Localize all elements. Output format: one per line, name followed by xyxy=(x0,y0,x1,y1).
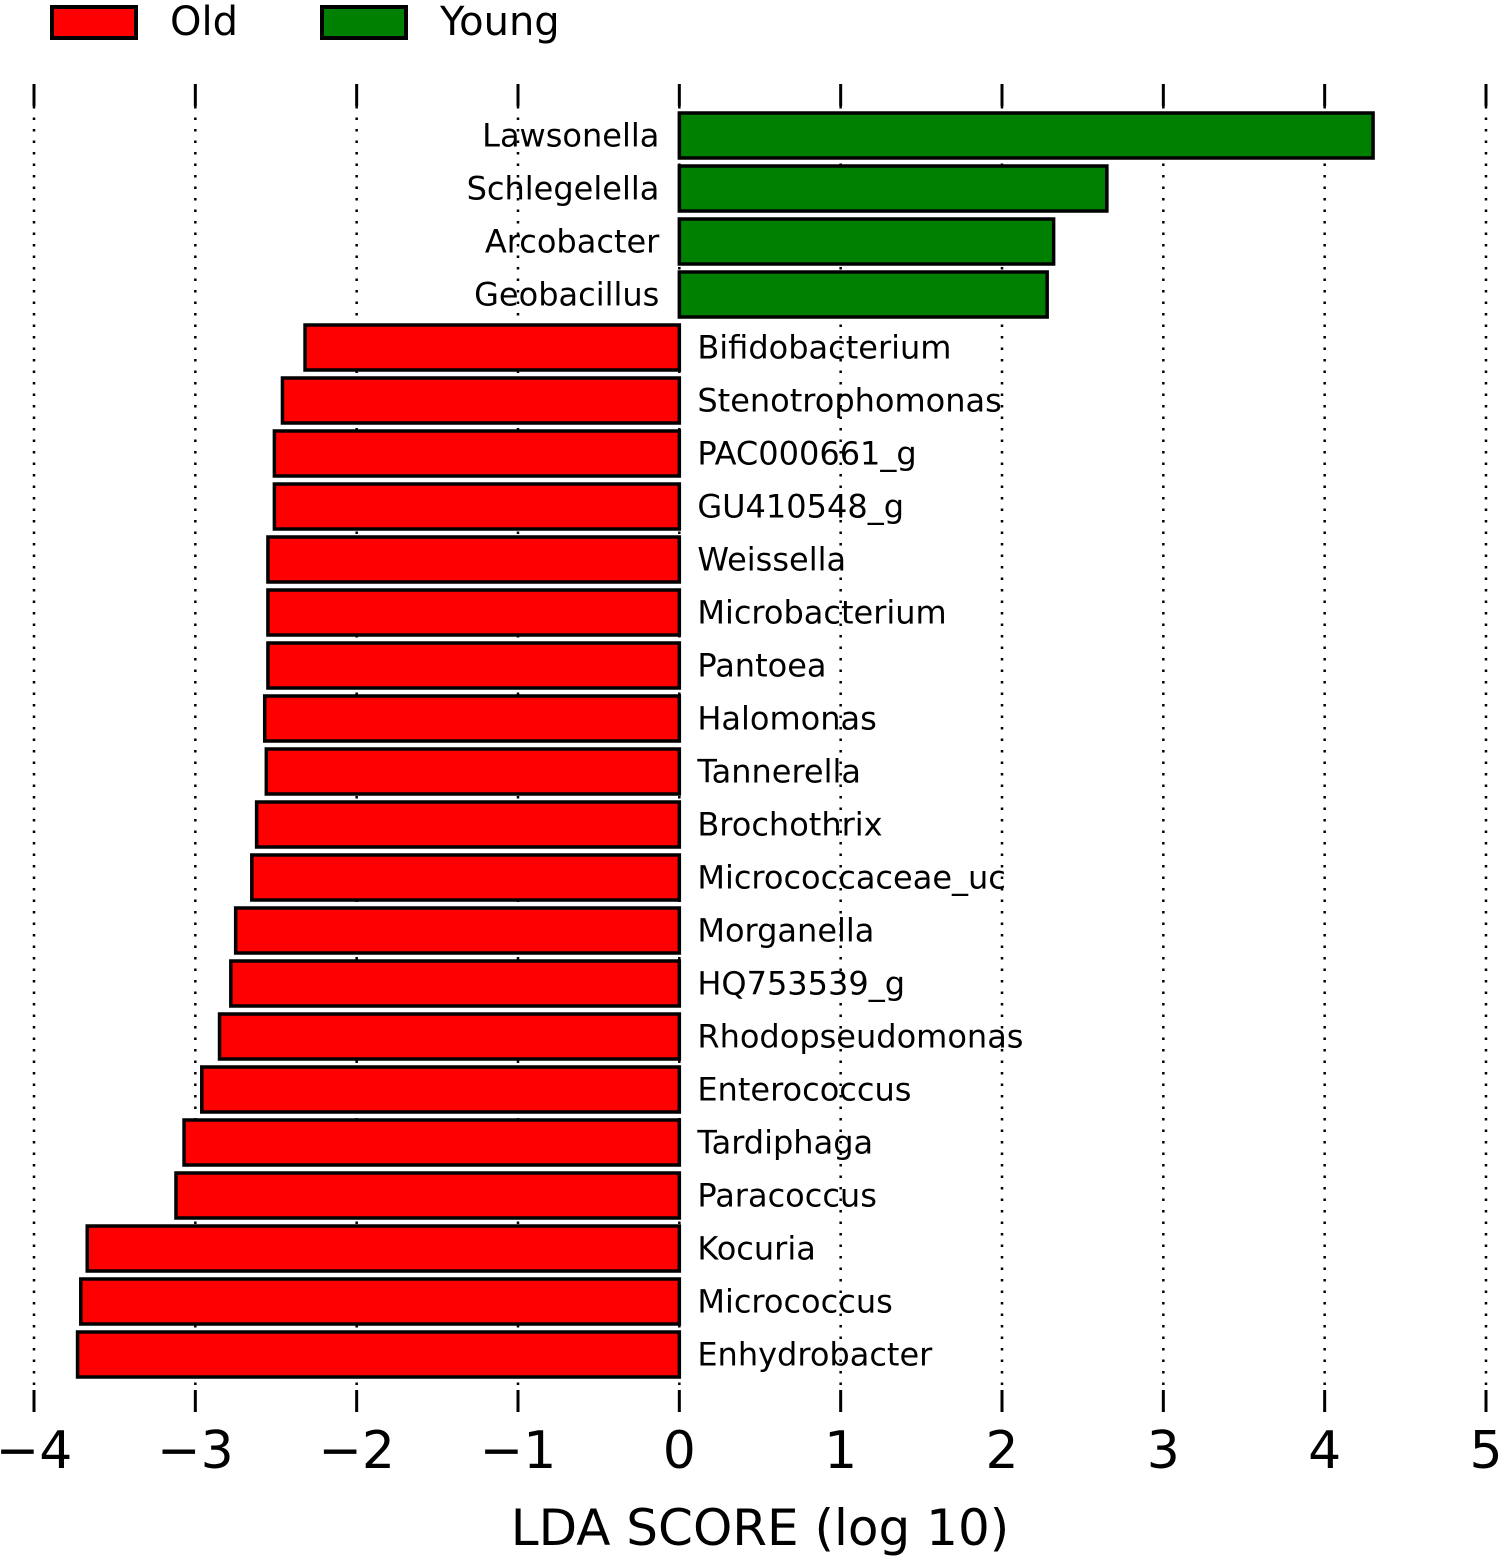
bar-label-geobacillus: Geobacillus xyxy=(474,276,659,314)
bar-weissella xyxy=(266,535,682,584)
bar-label-pantoea: Pantoea xyxy=(697,647,826,685)
x-tick-label: −2 xyxy=(318,1421,395,1481)
bar-geobacillus xyxy=(677,270,1049,319)
legend-swatch-old xyxy=(50,4,138,40)
bars-layer xyxy=(75,111,1375,1379)
x-tick-label: 3 xyxy=(1147,1421,1180,1481)
bar-label-brochothrix: Brochothrix xyxy=(697,806,882,844)
legend: Old Young xyxy=(50,2,560,42)
bar-micrococcus xyxy=(79,1277,682,1326)
bar-label-micrococcus: Micrococcus xyxy=(697,1283,892,1321)
legend-item-old: Old xyxy=(50,2,238,42)
bar-label-tannerella: Tannerella xyxy=(696,753,861,791)
labels-layer: Lawsonella Schlegelella Arcobacter Geobacil… xyxy=(467,117,1024,1374)
bar-label-tardiphaga: Tardiphaga xyxy=(696,1124,873,1162)
bar-label-enhydrobacter: Enhydrobacter xyxy=(697,1336,933,1374)
bar-tardiphaga xyxy=(182,1118,682,1167)
legend-label-old: Old xyxy=(170,0,238,45)
x-tick-label: 4 xyxy=(1308,1421,1341,1481)
x-tick-label: −4 xyxy=(0,1421,72,1481)
bar-bifidobacterium xyxy=(303,323,682,372)
bar-label-paracoccus: Paracoccus xyxy=(697,1177,877,1215)
bar-label-lawsonella: Lawsonella xyxy=(482,117,659,155)
x-tick-label: −3 xyxy=(157,1421,234,1481)
bar-label-micrococcaceae-uc: Micrococcaceae_uc xyxy=(697,859,1006,897)
x-tick-label: 2 xyxy=(985,1421,1018,1481)
bar-morganella xyxy=(233,906,682,955)
bar-rhodopseudomonas xyxy=(217,1012,682,1061)
bar-label-rhodopseudomonas: Rhodopseudomonas xyxy=(697,1018,1023,1056)
legend-item-young: Young xyxy=(320,2,560,42)
bar-schlegelella xyxy=(677,164,1109,213)
x-axis-layer: −4 −3 −2 −1 0 1 2 3 4 5 xyxy=(0,84,1500,1481)
bar-label-morganella: Morganella xyxy=(697,912,874,950)
bar-label-weissella: Weissella xyxy=(697,541,846,579)
bar-gu410548-g xyxy=(272,482,682,531)
legend-swatch-young xyxy=(320,4,408,40)
bar-label-halomonas: Halomonas xyxy=(697,700,876,738)
bar-pac000661-g xyxy=(272,429,682,478)
bar-label-schlegelella: Schlegelella xyxy=(467,170,660,208)
bar-label-bifidobacterium: Bifidobacterium xyxy=(697,329,951,367)
bar-pantoea xyxy=(266,641,682,690)
bar-stenotrophomonas xyxy=(280,376,682,425)
bar-label-hq753539-g: HQ753539_g xyxy=(697,965,905,1003)
bar-tannerella xyxy=(264,747,682,796)
bar-label-enterococcus: Enterococcus xyxy=(697,1071,911,1109)
bar-paracoccus xyxy=(174,1171,682,1220)
bar-lawsonella xyxy=(677,111,1375,160)
bar-brochothrix xyxy=(254,800,682,849)
bar-hq753539-g xyxy=(229,959,682,1008)
x-tick-label: 1 xyxy=(824,1421,857,1481)
x-tick-label: 0 xyxy=(663,1421,696,1481)
bar-label-microbacterium: Microbacterium xyxy=(697,594,946,632)
bar-label-arcobacter: Arcobacter xyxy=(485,223,660,261)
bar-label-stenotrophomonas: Stenotrophomonas xyxy=(697,382,1001,420)
bar-enhydrobacter xyxy=(75,1330,682,1379)
bar-arcobacter xyxy=(677,217,1056,266)
bar-label-kocuria: Kocuria xyxy=(697,1230,816,1268)
bar-halomonas xyxy=(262,694,682,743)
bar-enterococcus xyxy=(200,1065,682,1114)
bar-kocuria xyxy=(85,1224,682,1273)
x-tick-label: −1 xyxy=(480,1421,557,1481)
bar-micrococcaceae-uc xyxy=(250,853,682,902)
x-axis-title: LDA SCORE (log 10) xyxy=(511,1499,1010,1557)
bar-microbacterium xyxy=(266,588,682,637)
bar-label-pac000661-g: PAC000661_g xyxy=(697,435,916,473)
legend-label-young: Young xyxy=(440,0,560,45)
x-tick-label: 5 xyxy=(1469,1421,1500,1481)
bar-label-gu410548-g: GU410548_g xyxy=(697,488,904,526)
